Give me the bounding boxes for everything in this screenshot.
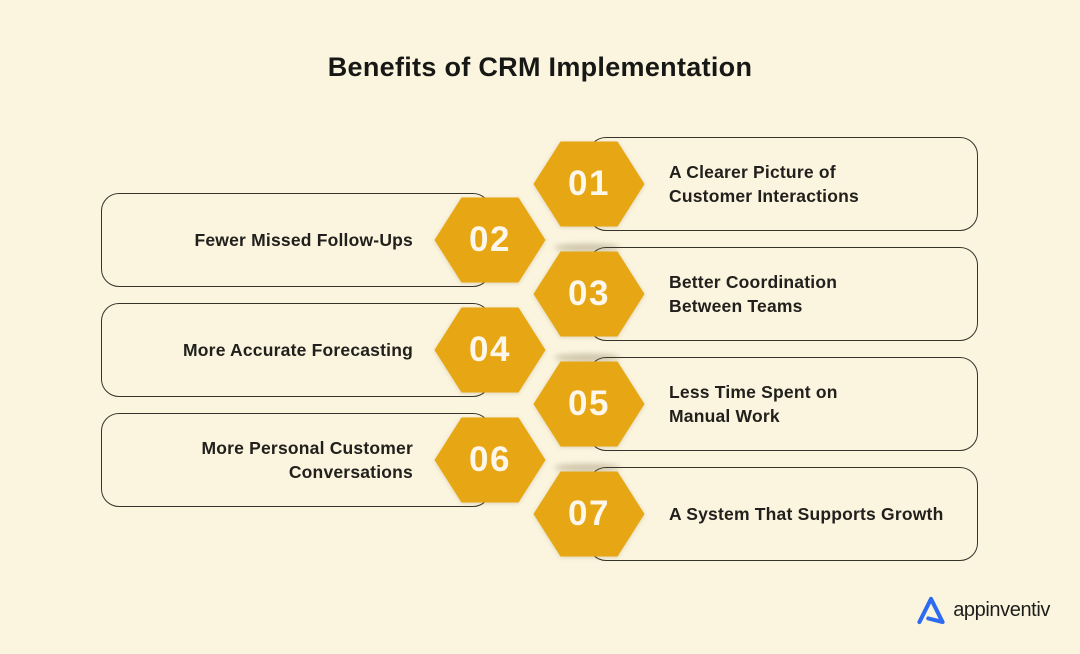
benefit-text-02: Fewer Missed Follow-Ups [102, 194, 490, 286]
hexagon-01: 01 [532, 140, 646, 228]
benefit-box-01: A Clearer Picture of Customer Interactio… [588, 137, 978, 231]
hexagon-04: 04 [433, 306, 547, 394]
benefit-line: Conversations [288, 462, 413, 482]
benefit-line: Customer Interactions [669, 186, 859, 206]
hexagon-shape-icon [434, 307, 546, 393]
hexagon-02: 02 [433, 196, 547, 284]
hexagon-number: 07 [568, 494, 610, 533]
benefit-box-03: Better Coordination Between Teams [588, 247, 978, 341]
benefit-line: Less Time Spent on [669, 382, 838, 402]
benefit-line: Better Coordination [669, 272, 838, 292]
benefit-text-03: Better Coordination Between Teams [589, 248, 977, 340]
benefit-box-07: A System That Supports Growth [588, 467, 978, 561]
benefit-line: A System That Supports Growth [669, 504, 944, 524]
benefit-box-02: Fewer Missed Follow-Ups [101, 193, 491, 287]
benefit-text-04: More Accurate Forecasting [102, 304, 490, 396]
benefit-line: More Accurate Forecasting [183, 340, 413, 360]
hexagon-03: 03 [532, 250, 646, 338]
benefit-line: Manual Work [669, 406, 780, 426]
hexagon-number: 01 [568, 164, 610, 203]
benefit-line: A Clearer Picture of [669, 162, 836, 182]
benefit-line: More Personal Customer [201, 438, 413, 458]
hexagon-shape-icon [533, 141, 645, 227]
benefit-line: Between Teams [669, 296, 803, 316]
appinventiv-logo: appinventiv [915, 592, 1050, 628]
benefit-text-05: Less Time Spent on Manual Work [589, 358, 977, 450]
hexagon-06: 06 [433, 416, 547, 504]
benefit-box-04: More Accurate Forecasting [101, 303, 491, 397]
hexagon-shape-icon [533, 471, 645, 557]
hexagon-07: 07 [532, 470, 646, 558]
hexagon-number: 06 [469, 440, 511, 479]
hexagon-shape-icon [434, 417, 546, 503]
hexagon-number: 03 [568, 274, 610, 313]
hexagon-number: 04 [469, 330, 511, 369]
hexagon-number: 05 [568, 384, 610, 423]
benefit-line: Fewer Missed Follow-Ups [194, 230, 413, 250]
benefit-text-06: More Personal Customer Conversations [102, 414, 490, 506]
benefit-text-07: A System That Supports Growth [589, 468, 977, 560]
hexagon-shape-icon [533, 361, 645, 447]
benefit-box-05: Less Time Spent on Manual Work [588, 357, 978, 451]
hexagon-shape-icon [533, 251, 645, 337]
benefit-text-01: A Clearer Picture of Customer Interactio… [589, 138, 977, 230]
hexagon-05: 05 [532, 360, 646, 448]
appinventiv-a-icon [917, 596, 945, 625]
benefit-box-06: More Personal Customer Conversations [101, 413, 491, 507]
hexagon-shape-icon [434, 197, 546, 283]
appinventiv-wordmark: appinventiv [953, 598, 1050, 621]
infographic-title: Benefits of CRM Implementation [327, 52, 753, 82]
hexagon-number: 02 [469, 220, 511, 259]
